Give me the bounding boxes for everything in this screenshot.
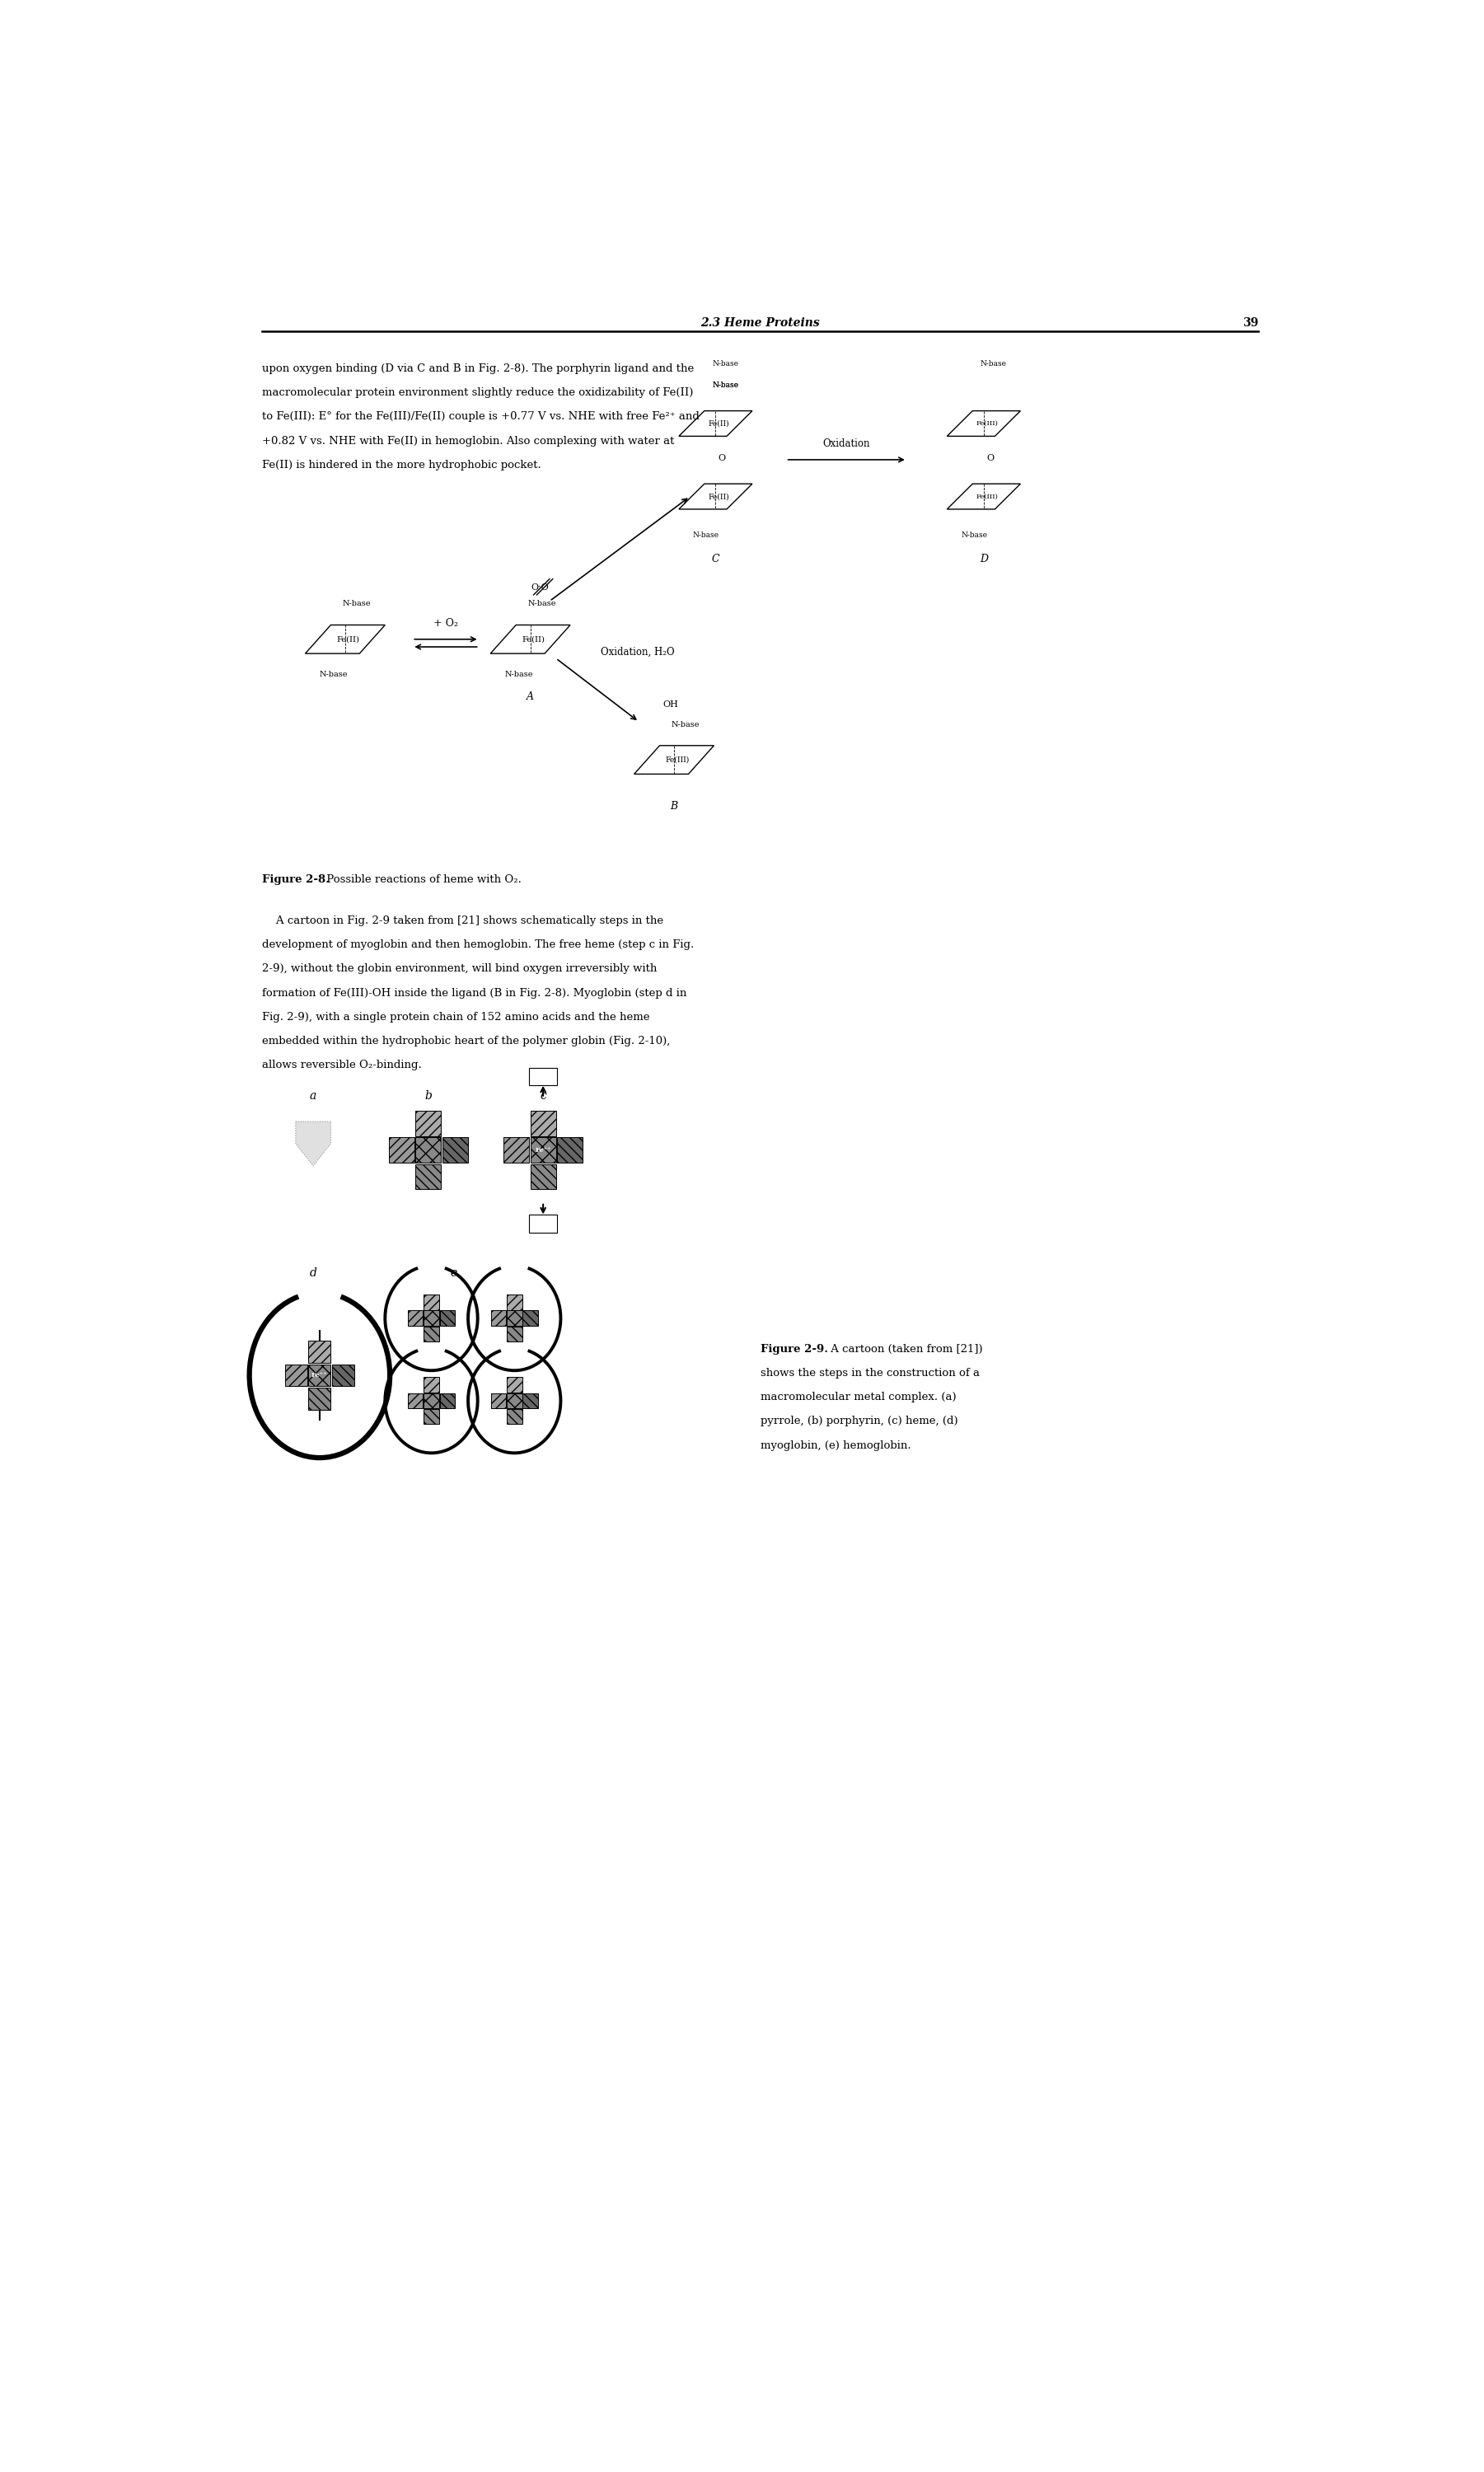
Text: 39: 39 [1242, 316, 1258, 329]
Bar [530, 1164, 556, 1189]
Bar [309, 1365, 331, 1387]
Bar [506, 1295, 522, 1310]
Text: OH: OH [663, 702, 678, 709]
Bar [416, 1110, 441, 1137]
Text: A cartoon (taken from [21]): A cartoon (taken from [21]) [827, 1345, 982, 1355]
Text: N-base: N-base [671, 722, 700, 729]
Text: embedded within the hydrophobic heart of the polymer globin (Fig. 2-10),: embedded within the hydrophobic heart of… [263, 1036, 671, 1046]
Text: Oxidation, H₂O: Oxidation, H₂O [601, 648, 674, 658]
Text: O: O [987, 455, 994, 462]
Text: N-base: N-base [962, 531, 987, 539]
Text: Fe⁺⁺: Fe⁺⁺ [312, 1372, 328, 1379]
Text: A: A [527, 692, 534, 702]
Text: O·O: O·O [531, 583, 549, 591]
Bar [491, 1394, 506, 1409]
Bar [439, 1394, 456, 1409]
Bar [556, 1137, 583, 1162]
Text: Fe(III): Fe(III) [976, 494, 999, 499]
Text: N-base: N-base [693, 531, 720, 539]
Bar [416, 1164, 441, 1189]
Text: N-base: N-base [528, 601, 556, 608]
Bar [309, 1340, 331, 1362]
Text: Fe(III): Fe(III) [665, 756, 689, 764]
Bar [285, 1365, 307, 1387]
Bar [530, 1110, 556, 1137]
Text: N-base: N-base [712, 361, 739, 368]
Bar [522, 1394, 539, 1409]
Bar [389, 1137, 414, 1162]
Text: Possible reactions of heme with O₂.: Possible reactions of heme with O₂. [324, 875, 521, 885]
Bar [506, 1377, 522, 1392]
Bar [522, 1310, 539, 1325]
Text: pyrrole, (b) porphyrin, (c) heme, (d): pyrrole, (b) porphyrin, (c) heme, (d) [760, 1416, 957, 1426]
Bar [408, 1394, 423, 1409]
Bar [530, 1068, 556, 1085]
Bar [424, 1327, 439, 1342]
Text: N-base: N-base [505, 670, 533, 677]
Text: + O₂: + O₂ [433, 618, 459, 628]
Text: N-base: N-base [319, 670, 347, 677]
Text: O: O [718, 455, 726, 462]
Text: Fe(II): Fe(II) [337, 635, 359, 643]
Bar [424, 1377, 439, 1392]
Text: Fe⁺⁺: Fe⁺⁺ [536, 1147, 551, 1154]
Bar [503, 1137, 530, 1162]
Text: allows reversible O₂-binding.: allows reversible O₂-binding. [263, 1060, 421, 1070]
Text: Fe(II): Fe(II) [708, 420, 729, 428]
Bar [416, 1137, 441, 1162]
Text: a: a [310, 1090, 316, 1103]
Text: macromolecular metal complex. (a): macromolecular metal complex. (a) [760, 1392, 956, 1402]
Text: Fe(II): Fe(II) [708, 492, 729, 499]
Text: b: b [424, 1090, 432, 1103]
Bar [506, 1310, 522, 1325]
Bar [439, 1310, 456, 1325]
Polygon shape [295, 1122, 331, 1167]
Bar [506, 1394, 522, 1409]
Text: Figure 2-9.: Figure 2-9. [760, 1345, 828, 1355]
Text: B: B [671, 801, 678, 811]
Text: 2-9), without the globin environment, will bind oxygen irreversibly with: 2-9), without the globin environment, wi… [263, 964, 657, 974]
Bar [424, 1310, 439, 1325]
Text: Figure 2-8.: Figure 2-8. [263, 875, 329, 885]
Bar [408, 1310, 423, 1325]
Text: N-base: N-base [979, 361, 1006, 368]
Text: Fe(II) is hindered in the more hydrophobic pocket.: Fe(II) is hindered in the more hydrophob… [263, 460, 542, 470]
Text: formation of Fe(III)-OH inside the ligand (B in Fig. 2-8). Myoglobin (step d in: formation of Fe(III)-OH inside the ligan… [263, 989, 687, 999]
Text: macromolecular protein environment slightly reduce the oxidizability of Fe(II): macromolecular protein environment sligh… [263, 388, 693, 398]
Text: d: d [310, 1268, 318, 1278]
Text: Fe(II): Fe(II) [522, 635, 545, 643]
Text: N-base: N-base [712, 381, 739, 388]
Bar [332, 1365, 355, 1387]
Bar [530, 1137, 556, 1162]
Text: 2.3 Heme Proteins: 2.3 Heme Proteins [700, 316, 819, 329]
Text: upon oxygen binding (D via C and B in Fig. 2-8). The porphyrin ligand and the: upon oxygen binding (D via C and B in Fi… [263, 363, 695, 373]
Text: D: D [979, 554, 988, 564]
Bar [424, 1409, 439, 1424]
Bar [530, 1214, 556, 1234]
Bar [506, 1409, 522, 1424]
Bar [424, 1295, 439, 1310]
Bar [506, 1327, 522, 1342]
Text: myoglobin, (e) hemoglobin.: myoglobin, (e) hemoglobin. [760, 1441, 911, 1451]
Bar [424, 1394, 439, 1409]
Bar [442, 1137, 467, 1162]
Text: A cartoon in Fig. 2-9 taken from [21] shows schematically steps in the: A cartoon in Fig. 2-9 taken from [21] sh… [263, 915, 663, 927]
Text: N-base: N-base [712, 381, 739, 388]
Text: development of myoglobin and then hemoglobin. The free heme (step c in Fig.: development of myoglobin and then hemogl… [263, 939, 695, 949]
Bar [309, 1387, 331, 1409]
Text: C: C [711, 554, 720, 564]
Text: Fig. 2-9), with a single protein chain of 152 amino acids and the heme: Fig. 2-9), with a single protein chain o… [263, 1011, 650, 1023]
Bar [491, 1310, 506, 1325]
Text: Fe(III): Fe(III) [976, 420, 999, 428]
Text: to Fe(III): E° for the Fe(III)/Fe(II) couple is +0.77 V vs. NHE with free Fe²⁺ a: to Fe(III): E° for the Fe(III)/Fe(II) co… [263, 410, 699, 423]
Text: N-base: N-base [343, 601, 371, 608]
Text: c: c [540, 1090, 546, 1103]
Text: e: e [450, 1268, 457, 1278]
Text: shows the steps in the construction of a: shows the steps in the construction of a [760, 1367, 979, 1379]
Text: Oxidation: Oxidation [822, 438, 870, 450]
Text: +0.82 V vs. NHE with Fe(II) in hemoglobin. Also complexing with water at: +0.82 V vs. NHE with Fe(II) in hemoglobi… [263, 435, 674, 447]
